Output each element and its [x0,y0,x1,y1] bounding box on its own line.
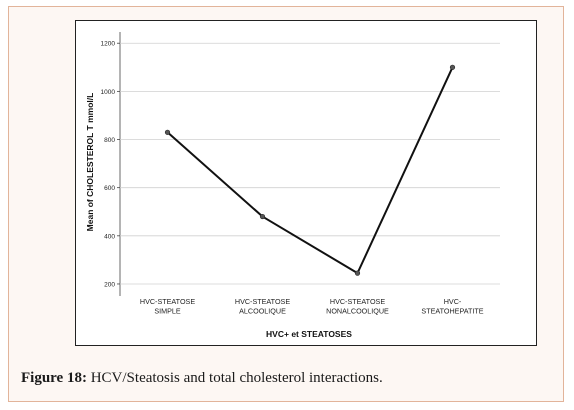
y-tick-label: 200 [104,281,115,288]
x-category-label: HVC-STEATOSE SIMPLE [140,297,195,316]
y-tick-label: 1000 [101,89,116,96]
y-tick-label: 400 [104,233,115,240]
plot-area [75,20,537,346]
data-point [354,270,361,276]
data-point [259,213,266,220]
x-axis-label: HVC+ et STEATOSES [266,329,352,339]
y-axis-label: Mean of CHOLESTEROL T mmol/L [85,93,95,232]
caption-text: HCV/Steatosis and total cholesterol inte… [86,370,383,386]
figure-caption: Figure 18: HCV/Steatosis and total chole… [21,370,383,387]
y-tick-label: 800 [104,137,115,144]
series-line [166,66,454,275]
y-tick-label: 600 [104,185,115,192]
data-point [449,64,456,70]
x-category-label: HVC-STEATOHEPATITE [421,297,483,316]
y-tick-label: 1200 [101,41,116,48]
caption-label: Figure 18: [21,370,87,386]
data-point [164,129,171,135]
x-category-label: HVC-STEATOSE ALCOOLIQUE [235,297,290,316]
x-category-label: HVC-STEATOSE NONALCOOLIQUE [326,297,389,316]
